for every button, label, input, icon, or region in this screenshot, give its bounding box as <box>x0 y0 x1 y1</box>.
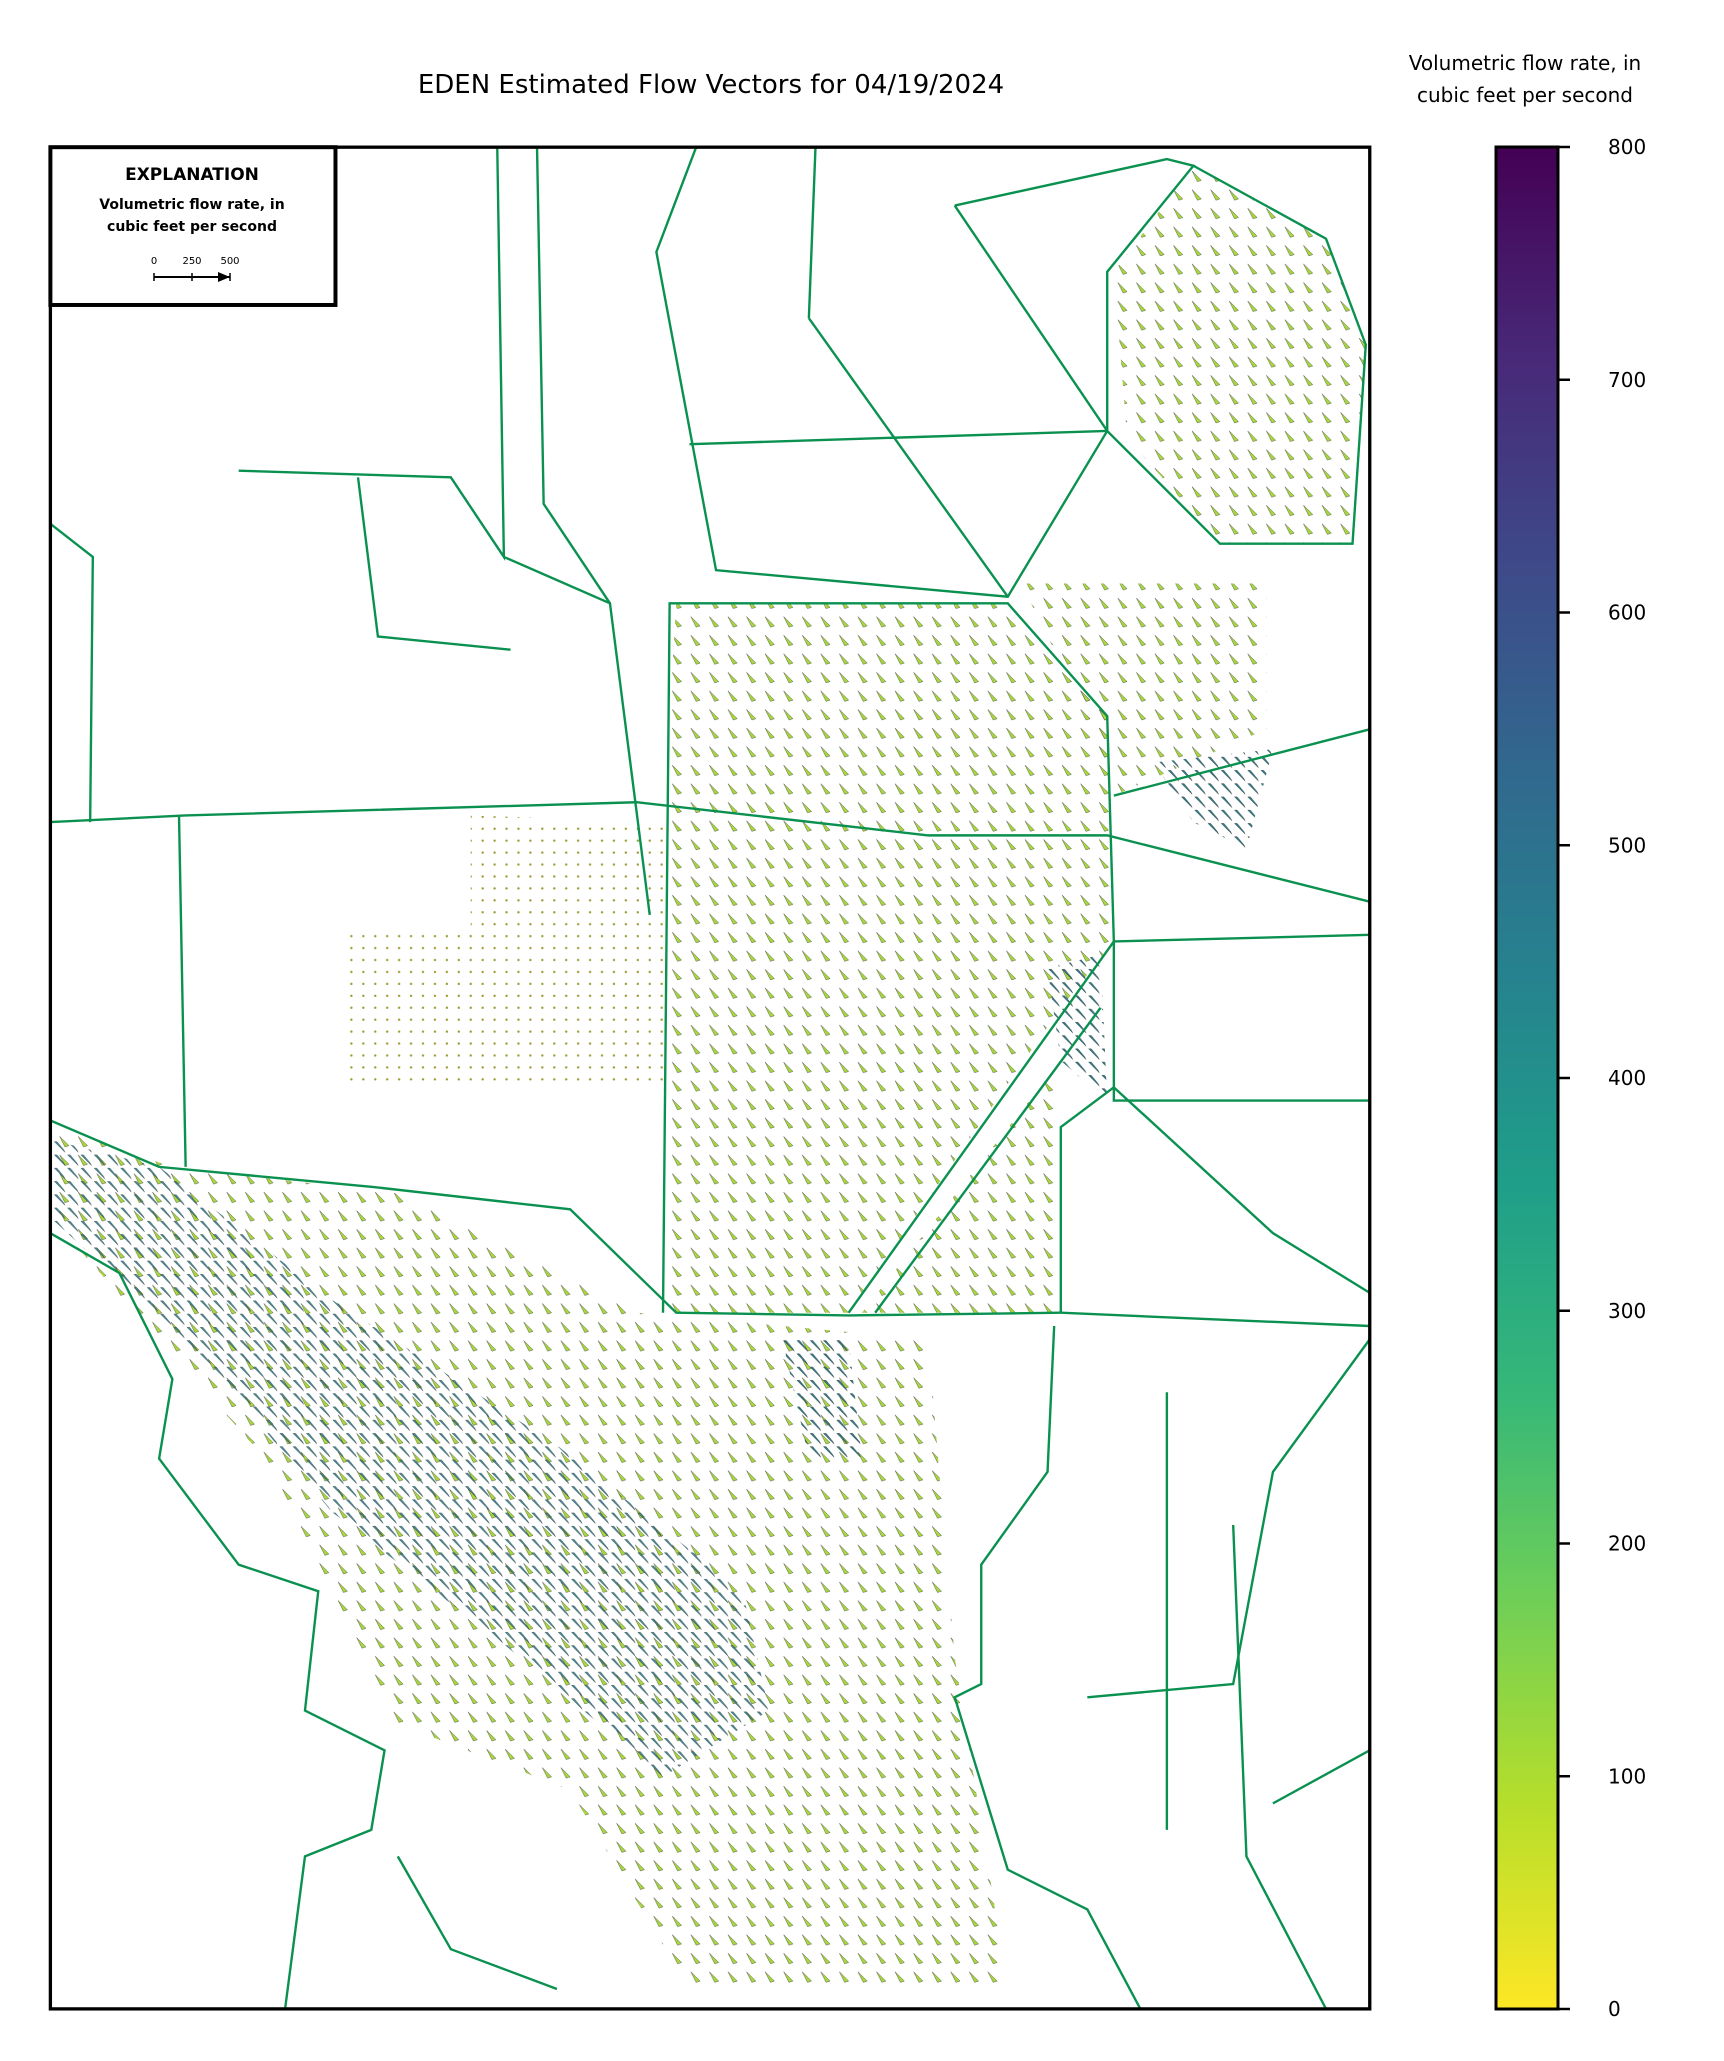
colorbar-title: Volumetric flow rate, in <box>1409 51 1641 75</box>
colorbar-tick-label: 500 <box>1608 833 1646 857</box>
explanation-label: Volumetric flow rate, in <box>99 197 284 213</box>
map <box>48 145 1372 2011</box>
scale-tick-label: 250 <box>182 256 201 267</box>
colorbar-tick-label: 0 <box>1608 1997 1621 2021</box>
canals <box>50 147 1370 2009</box>
colorbar-tick-label: 300 <box>1608 1299 1646 1323</box>
colorbar-tick-label: 800 <box>1608 135 1646 159</box>
explanation-heading: EXPLANATION <box>125 165 259 185</box>
scale-tick-label: 0 <box>151 256 157 267</box>
explanation-box <box>48 145 338 307</box>
map-title: EDEN Estimated Flow Vectors for 04/19/20… <box>418 70 1004 100</box>
colorbar <box>1494 145 1560 2011</box>
colorbar-tick-label: 600 <box>1608 601 1646 625</box>
colorbar-tick-label: 400 <box>1608 1066 1646 1090</box>
scale-tick-label: 500 <box>220 256 239 267</box>
colorbar-tick-label: 700 <box>1608 368 1646 392</box>
flow-field <box>53 165 1366 1989</box>
colorbar-tick-label: 200 <box>1608 1532 1646 1556</box>
explanation: EXPLANATION Volumetric flow rate, in cub… <box>99 165 284 235</box>
explanation-label: cubic feet per second <box>107 219 277 235</box>
scale-arrow-head <box>218 272 230 282</box>
map-frame <box>48 145 1372 2011</box>
colorbar-tick-label: 100 <box>1608 1764 1646 1788</box>
colorbar-title: cubic feet per second <box>1417 83 1633 107</box>
